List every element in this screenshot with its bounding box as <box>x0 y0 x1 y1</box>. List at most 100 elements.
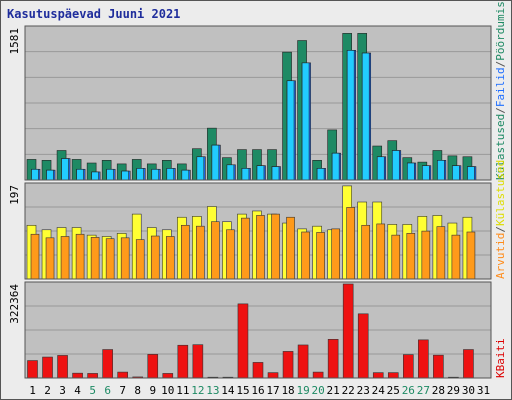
x-tick-label: 1 <box>29 384 36 397</box>
panel-middle-border <box>24 182 492 280</box>
bar-middle-arvutid <box>60 236 70 280</box>
bar-bottom-kbaiti <box>418 339 429 379</box>
legend-entry: / <box>494 107 507 114</box>
bar-bottom-kbaiti <box>102 349 113 379</box>
bar-bottom-kbaiti <box>27 360 38 379</box>
x-tick-label: 2 <box>44 384 51 397</box>
bar-bottom-kbaiti <box>342 283 354 379</box>
x-tick-label: 30 <box>462 384 475 397</box>
bar-bottom-kbaiti <box>162 373 174 379</box>
x-tick-label: 6 <box>104 384 111 397</box>
legend-entry: Failid <box>494 67 507 107</box>
bar-bottom-kbaiti <box>72 372 83 379</box>
x-tick-label: 10 <box>161 384 174 397</box>
bar-top-poordumised <box>211 144 220 181</box>
bar-bottom-kbaiti <box>42 356 53 379</box>
bar-bottom-kbaiti <box>433 354 444 379</box>
bar-middle-arvutid <box>181 224 190 280</box>
bar-top-poordumised <box>76 168 84 181</box>
bar-top-poordumised <box>391 150 400 181</box>
x-tick-label: 3 <box>59 384 66 397</box>
bar-bottom-kbaiti <box>117 371 128 379</box>
bar-bottom-kbaiti <box>147 354 159 379</box>
bar-bottom-kbaiti <box>357 313 369 379</box>
bar-top-poordumised <box>166 168 175 181</box>
x-tick-label: 4 <box>74 384 81 397</box>
bar-middle-arvutid <box>421 230 431 280</box>
x-tick-label: 27 <box>417 384 430 397</box>
bar-bottom-kbaiti <box>177 344 189 379</box>
bar-top-poordumised <box>196 156 205 181</box>
bar-middle-arvutid <box>286 216 295 280</box>
legend-entry: KBaiti <box>494 338 507 378</box>
bar-bottom-kbaiti <box>237 303 249 379</box>
x-tick-label: 16 <box>251 384 264 397</box>
x-tick-label: 26 <box>402 384 415 397</box>
bar-top-poordumised <box>346 50 355 181</box>
bar-middle-arvutid <box>256 215 265 280</box>
bar-middle-arvutid <box>451 234 461 280</box>
bar-top-poordumised <box>151 168 160 181</box>
bar-top-poordumised <box>61 158 69 181</box>
legend-entry: Arvutid <box>494 233 507 279</box>
bar-middle-arvutid <box>75 233 85 280</box>
x-tick-label: 15 <box>236 384 249 397</box>
bar-top-poordumised <box>422 165 430 181</box>
bar-top-poordumised <box>226 164 235 181</box>
bar-top-poordumised <box>407 162 415 181</box>
x-tick-label: 8 <box>134 384 141 397</box>
bar-top-poordumised <box>241 168 250 181</box>
x-tick-label: 29 <box>447 384 460 397</box>
bar-bottom-kbaiti <box>252 362 264 379</box>
panel-middle-legend: Arvutid/Külastused <box>494 160 507 279</box>
x-tick-label: 31 <box>477 384 490 397</box>
bar-middle-arvutid <box>30 233 40 280</box>
x-tick-label: 5 <box>89 384 96 397</box>
bar-top-poordumised <box>316 168 325 181</box>
x-tick-label: 12 <box>191 384 204 397</box>
bar-middle-arvutid <box>406 233 416 280</box>
panel-top-ytick-label: 1581 <box>8 28 21 55</box>
bar-top-poordumised <box>361 52 370 181</box>
bar-top-poordumised <box>452 165 460 181</box>
bar-bottom-kbaiti <box>327 339 339 379</box>
bar-middle-arvutid <box>331 228 340 280</box>
x-tick-label: 28 <box>432 384 445 397</box>
x-tick-label: 20 <box>312 384 325 397</box>
bar-middle-arvutid <box>135 239 145 280</box>
legend-entry: Külastused <box>494 160 507 226</box>
bar-bottom-kbaiti <box>387 372 399 379</box>
bar-top-poordumised <box>31 168 39 181</box>
x-tick-label: 24 <box>372 384 386 397</box>
bar-middle-arvutid <box>120 237 130 280</box>
x-tick-label: 22 <box>342 384 355 397</box>
bar-top-poordumised <box>301 62 310 181</box>
x-tick-label: 18 <box>281 384 294 397</box>
bar-middle-arvutid <box>196 225 205 280</box>
bar-middle-arvutid <box>226 229 235 280</box>
x-tick-label: 9 <box>149 384 156 397</box>
bar-middle-arvutid <box>466 231 476 280</box>
x-tick-label: 7 <box>119 384 126 397</box>
bar-bottom-kbaiti <box>403 354 414 379</box>
bar-middle-arvutid <box>105 238 115 280</box>
panel-bottom-border <box>24 281 492 379</box>
bar-top-poordumised <box>467 166 475 181</box>
bar-top-poordumised <box>271 166 280 181</box>
bar-middle-arvutid <box>376 223 386 280</box>
chart-title: Kasutuspäevad Juuni 2021 <box>7 7 181 21</box>
bar-top-poordumised <box>121 170 129 181</box>
legend-entry: / <box>494 61 507 68</box>
bar-middle-arvutid <box>361 224 371 280</box>
bar-middle-arvutid <box>90 237 100 280</box>
bar-bottom-kbaiti <box>87 373 98 379</box>
bar-top-poordumised <box>136 168 145 181</box>
bar-bottom-kbaiti <box>297 344 309 379</box>
panel-top-legend: Külastused/Failid/Pöördumised <box>494 1 507 180</box>
panel-bottom-legend: KBaiti <box>494 338 507 378</box>
x-tick-label: 25 <box>387 384 400 397</box>
bar-middle-arvutid <box>271 213 280 280</box>
bar-top-poordumised <box>437 160 445 181</box>
bar-middle-arvutid <box>165 236 175 280</box>
